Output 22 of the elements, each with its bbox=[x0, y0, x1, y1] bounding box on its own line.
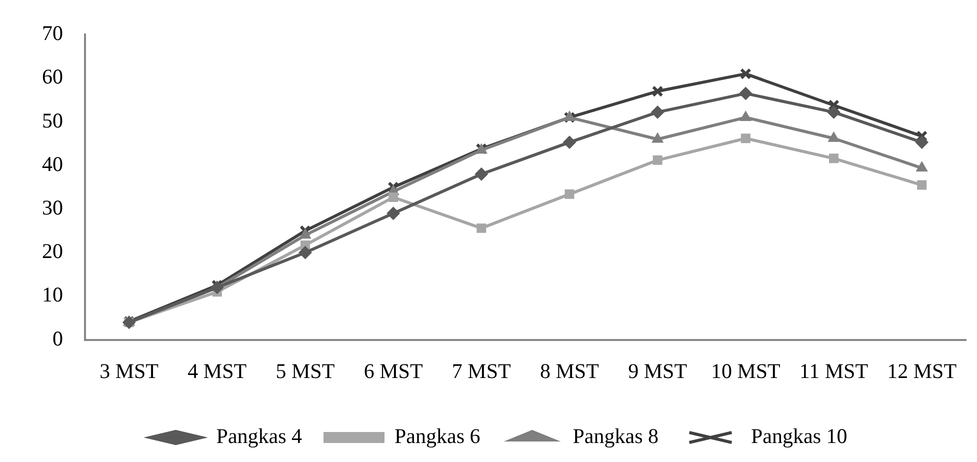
y-tick-label: 40 bbox=[42, 152, 63, 176]
y-tick-label: 50 bbox=[42, 108, 63, 132]
legend-label: Pangkas 10 bbox=[750, 424, 848, 448]
x-tick-label: 3 MST bbox=[100, 358, 159, 383]
y-tick-label: 30 bbox=[42, 196, 63, 220]
x-tick-label: 10 MST bbox=[710, 358, 781, 383]
x-tick-label: 7 MST bbox=[452, 358, 512, 383]
y-tick-label: 20 bbox=[42, 239, 63, 264]
legend-label: Pangkas 6 bbox=[394, 424, 480, 448]
x-tick-label: 11 MST bbox=[799, 358, 868, 383]
x-tick-label: 9 MST bbox=[628, 358, 688, 383]
y-tick-label: 0 bbox=[52, 326, 63, 350]
y-tick-label: 70 bbox=[42, 21, 63, 46]
legend-label: Pangkas 4 bbox=[216, 424, 303, 448]
x-tick-label: 4 MST bbox=[188, 358, 247, 383]
x-tick-label: 6 MST bbox=[364, 358, 423, 383]
legend-label: Pangkas 8 bbox=[572, 424, 658, 448]
x-tick-label: 5 MST bbox=[276, 358, 335, 383]
y-tick-label: 60 bbox=[42, 64, 63, 89]
y-tick-label: 10 bbox=[42, 282, 63, 307]
x-tick-label: 8 MST bbox=[540, 358, 600, 383]
x-tick-label: 12 MST bbox=[887, 358, 957, 383]
